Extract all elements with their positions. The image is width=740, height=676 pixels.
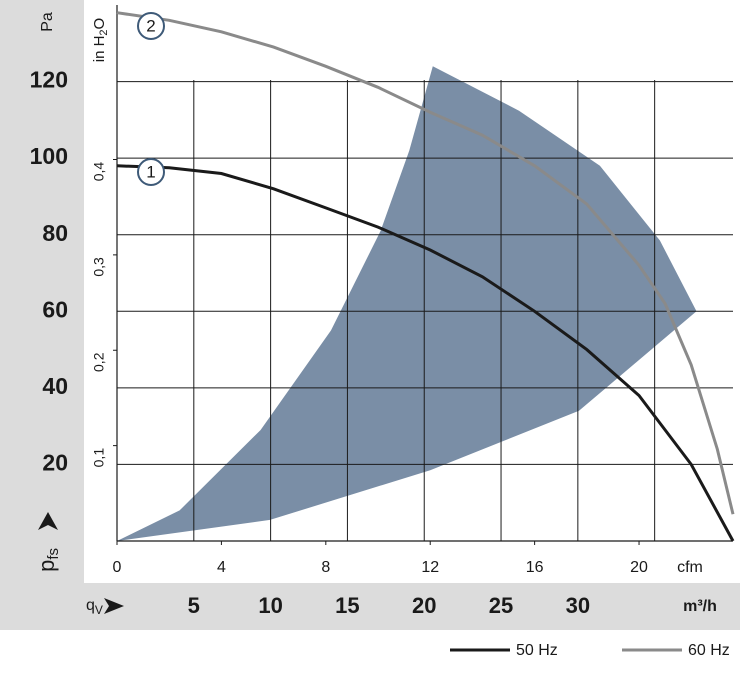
x-unit: cfm	[677, 559, 703, 576]
y2-label: in H2O	[91, 18, 110, 62]
x2-label-sub: V	[95, 603, 103, 617]
x2-unit: m³/h	[683, 598, 717, 615]
y-tick-label: 120	[30, 67, 68, 93]
curve-marker	[137, 158, 165, 186]
x2-tick-label: 5	[188, 593, 200, 618]
x2-tick-label: 10	[258, 593, 282, 618]
curve-marker-label: 2	[146, 16, 155, 35]
x2-label-q: q	[86, 597, 95, 614]
y-tick-label: 100	[30, 143, 68, 169]
operating-range	[117, 66, 697, 542]
y2-tick-label: 0,3	[91, 257, 107, 277]
y-tick-label: 20	[42, 450, 68, 476]
x-tick-label: 12	[421, 559, 439, 576]
x2-tick-label: 20	[412, 593, 436, 618]
x-tick-label: 0	[113, 559, 122, 576]
y2-label-main: in H	[91, 36, 108, 63]
y-tick-label: 40	[42, 373, 68, 399]
y2-label-sub: 2	[98, 29, 110, 35]
x2-arrow	[104, 598, 124, 614]
y2-tick-label: 0,1	[91, 448, 107, 468]
x-tick-label: 20	[630, 559, 648, 576]
x-tick-label: 4	[217, 559, 226, 576]
y2-label-end: O	[91, 18, 108, 30]
curve-marker-label: 1	[146, 162, 155, 181]
legend-label: 60 Hz	[688, 642, 730, 659]
curve	[116, 164, 735, 542]
y-label-main: pfs	[34, 548, 62, 572]
bottom-band	[0, 583, 740, 630]
y-label: pfs	[34, 548, 62, 572]
y2-tick-label: 0,2	[91, 352, 107, 372]
y-tick-label: 80	[42, 220, 68, 246]
y-unit: Pa	[39, 12, 56, 32]
x2-tick-label: 15	[335, 593, 359, 618]
y-label-p: p	[34, 560, 59, 572]
y-label-sub: fs	[45, 548, 62, 560]
legend-label: 50 Hz	[516, 642, 558, 659]
x-tick-label: 8	[321, 559, 330, 576]
x2-tick-label: 25	[489, 593, 513, 618]
x2-label-main: qV	[86, 597, 103, 617]
y-arrow	[38, 512, 58, 530]
y2-tick-label: 0,4	[91, 162, 107, 182]
x2-tick-label: 30	[566, 593, 590, 618]
curve	[116, 11, 735, 515]
curve-marker	[137, 12, 165, 40]
y-tick-label: 60	[42, 296, 68, 322]
x-tick-label: 16	[526, 559, 544, 576]
